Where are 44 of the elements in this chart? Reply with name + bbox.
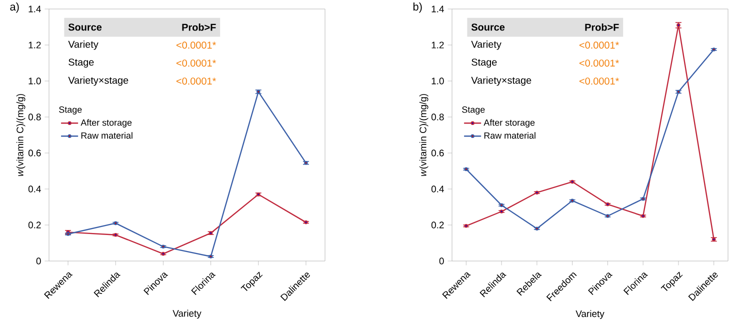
- annotation: Variety×stage: [68, 76, 128, 86]
- annotation: Variety×stage: [471, 76, 532, 86]
- y-tick-label: 0: [36, 258, 41, 264]
- chart-title: b): [413, 2, 422, 13]
- annotation: Stage: [68, 58, 94, 68]
- y-tick-label: 1.2: [432, 42, 444, 48]
- annotation: <0.0001*: [579, 78, 620, 85]
- y-tick-label: 0.4: [431, 186, 444, 192]
- legend-label: Raw material: [81, 132, 132, 139]
- annotation: <0.0001*: [579, 42, 620, 49]
- y-axis-title: w(vitamin C)/(mg/g): [419, 94, 428, 176]
- y-tick-label: 0.6: [28, 150, 41, 156]
- chart-title: a): [10, 2, 19, 13]
- y-tick-label: 1.4: [432, 6, 444, 12]
- legend-label: After storage: [80, 119, 132, 128]
- y-tick-label: 0: [439, 258, 444, 264]
- annotation: Stage: [472, 58, 497, 68]
- legend-label: After storage: [484, 119, 535, 128]
- y-tick-label: 0.8: [28, 114, 41, 120]
- legend-title: Stage: [462, 106, 485, 115]
- annotation: Variety: [471, 40, 502, 50]
- annotation: Source: [68, 24, 102, 31]
- annotation: <0.0001*: [579, 60, 620, 67]
- annotation: <0.0001*: [176, 78, 216, 85]
- y-tick-label: 1.0: [28, 78, 41, 84]
- y-tick-label: 0.8: [431, 114, 444, 120]
- annotation: <0.0001*: [176, 42, 216, 49]
- annotation: <0.0001*: [176, 60, 216, 67]
- y-tick-label: 0.2: [28, 222, 41, 228]
- annotation: Prob>F: [585, 23, 619, 31]
- y-tick-label: 0.4: [28, 186, 41, 192]
- y-tick-label: 0.2: [431, 222, 444, 228]
- annotation: Source: [471, 24, 505, 31]
- y-tick-label: 1.4: [28, 6, 41, 12]
- legend-label: Raw material: [484, 132, 536, 139]
- y-tick-label: 0.6: [431, 150, 444, 156]
- y-tick-label: 1.2: [28, 42, 41, 48]
- x-axis-title: Variety: [172, 310, 202, 319]
- y-axis-title: w(vitamin C)/(mg/g): [16, 94, 26, 176]
- legend-title: Stage: [59, 106, 82, 115]
- x-axis-title: Variety: [576, 310, 604, 319]
- annotation: Variety: [68, 40, 98, 50]
- y-tick-label: 1.0: [432, 78, 444, 84]
- annotation: Prob>F: [182, 23, 216, 31]
